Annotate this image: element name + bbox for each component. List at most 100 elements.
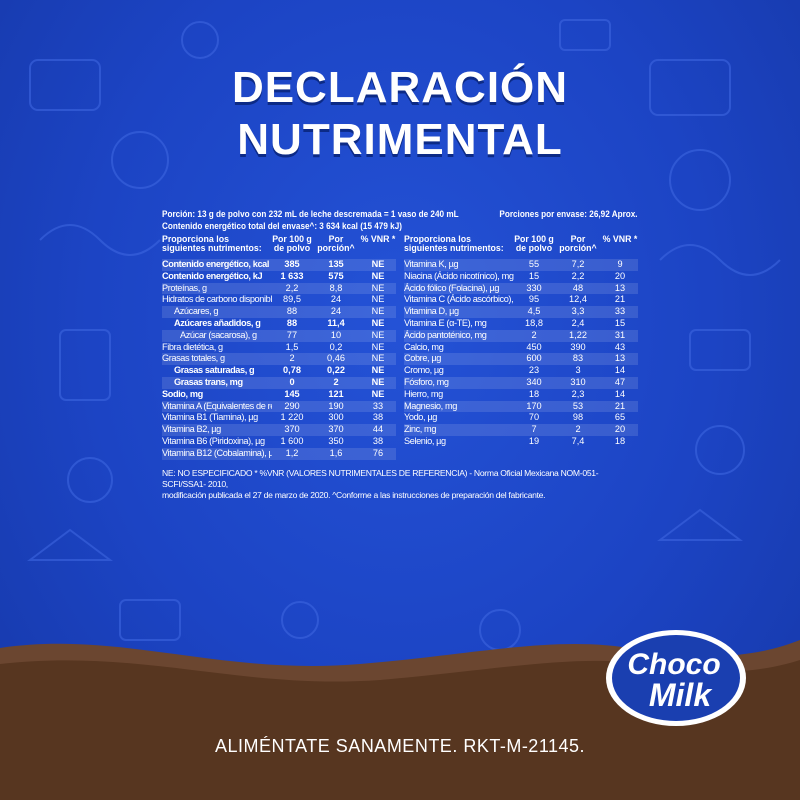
vnr-value: 31	[614, 329, 626, 340]
vnr-value: NE	[371, 353, 385, 364]
table-row: Calcio, mg 450 390 43	[404, 342, 638, 354]
per100-value: 77	[286, 329, 298, 340]
vnr-value: 21	[614, 294, 626, 305]
perportion-value: 0,22	[327, 365, 345, 376]
table-row: Vitamina B12 (Cobalamina), µg 1,2 1,6 76	[162, 447, 396, 460]
vnr-value: NE	[371, 306, 385, 317]
col-header-perportion: Por porción^	[317, 234, 355, 253]
nutrient-name: Ácido fólico (Folacina), µg	[404, 282, 500, 293]
table-row: Contenido energético, kJ 1 633 575 NE	[162, 271, 396, 283]
vnr-value: NE	[371, 282, 385, 293]
nutrient-name: Sodio, mg	[162, 388, 203, 399]
table-row: Zinc, mg 7 2 20	[404, 424, 638, 436]
per100-value: 340	[526, 376, 542, 387]
vnr-value: 20	[614, 424, 626, 435]
footnote-1: NE: NO ESPECIFICADO * %VNR (VALORES NUTR…	[162, 467, 599, 489]
per100-value: 95	[528, 294, 540, 305]
nutrient-name: Vitamina B1 (Tiamina), µg	[162, 412, 258, 423]
nutrient-name: Selenio, µg	[404, 435, 446, 446]
nutrient-name: Vitamina E (α-TE), mg	[404, 317, 487, 328]
table-row: Selenio, µg 19 7,4 18	[404, 436, 638, 448]
vnr-value: NE	[371, 388, 385, 399]
perportion-value: 98	[572, 412, 584, 423]
title-line-2: NUTRIMENTAL	[237, 115, 563, 164]
nutrient-name: Vitamina D, µg	[404, 306, 459, 317]
vnr-value: 13	[614, 353, 626, 364]
vnr-value: 14	[614, 365, 626, 376]
per100-value: 1 220	[280, 412, 304, 423]
table-row: Fibra dietética, g 1,5 0,2 NE	[162, 342, 396, 354]
table-row: Hidratos de carbono disponibles, g 89,5 24…	[162, 294, 396, 306]
vnr-value: 38	[372, 412, 384, 423]
table-row: Cobre, µg 600 83 13	[404, 353, 638, 366]
per100-value: 19	[528, 435, 540, 446]
per100-value: 290	[284, 400, 300, 411]
nutrient-name: Yodo, µg	[404, 412, 437, 423]
perportion-value: 0,2	[329, 341, 343, 352]
nutrient-name: Fibra dietética, g	[162, 341, 223, 352]
chocomilk-logo: Choco Milk	[606, 630, 746, 726]
per100-value: 89,5	[283, 294, 301, 305]
nutrient-name: Azúcar (sacarosa), g	[180, 329, 257, 340]
left-rows: Contenido energético, kcal 385 135 NE Conten…	[162, 259, 396, 460]
per100-value: 18	[528, 388, 540, 399]
tagline: ALIMÉNTATE SANAMENTE. RKT-M-21145.	[214, 736, 586, 756]
perportion-value: 2,2	[571, 270, 585, 281]
table-row: Vitamina B6 (Piridoxina), µg 1 600 350 38	[162, 436, 396, 448]
perportion-value: 121	[328, 388, 344, 399]
right-column-header: Proporciona los siguientes nutrimentos: …	[404, 235, 638, 259]
perportion-value: 2	[333, 376, 339, 387]
per100-value: 23	[528, 365, 540, 376]
table-row: Vitamina D, µg 4,5 3,3 33	[404, 306, 638, 318]
vnr-value: 43	[614, 341, 626, 352]
footnotes: NE: NO ESPECIFICADO * %VNR (VALORES NUTR…	[162, 468, 638, 501]
left-column-header: Proporciona los siguientes nutrimentos: …	[162, 235, 396, 259]
table-row: Vitamina K, µg 55 7,2 9	[404, 259, 638, 271]
nutrition-table: Porción: 13 g de polvo con 232 mL de lec…	[162, 209, 638, 501]
vnr-value: NE	[371, 270, 385, 281]
perportion-value: 2,4	[571, 317, 585, 328]
perportion-value: 1,6	[329, 447, 343, 458]
perportion-value: 11,4	[327, 317, 345, 328]
per100-value: 70	[528, 412, 540, 423]
per100-value: 1 600	[280, 435, 304, 446]
perportion-value: 12,4	[569, 294, 587, 305]
perportion-value: 350	[328, 435, 344, 446]
logo-line-1: Choco	[627, 648, 720, 681]
perportion-value: 2,3	[571, 388, 585, 399]
perportion-value: 10	[330, 329, 342, 340]
perportion-value: 575	[328, 270, 344, 281]
col-header-name: Proporciona los siguientes nutrimentos:	[404, 234, 504, 253]
per100-value: 330	[526, 282, 542, 293]
vnr-value: NE	[371, 341, 385, 352]
per100-value: 18,8	[525, 317, 543, 328]
perportion-value: 7,2	[571, 259, 585, 269]
right-column: Proporciona los siguientes nutrimentos: …	[404, 235, 638, 460]
energy-total: Contenido energético total del envase^: …	[162, 221, 402, 232]
perportion-value: 53	[572, 400, 584, 411]
right-rows: Vitamina K, µg 55 7,2 9 Niacina (Ácido nicot…	[404, 259, 638, 448]
portions-per-package: Porciones por envase: 26,92 Aprox.	[499, 209, 638, 220]
per100-value: 15	[528, 270, 540, 281]
nutrient-name: Zinc, mg	[404, 424, 437, 435]
footnote-2: modificación publicada el 27 de marzo de…	[162, 489, 546, 500]
nutrient-name: Fósforo, mg	[404, 376, 449, 387]
per100-value: 450	[526, 341, 542, 352]
table-row: Niacina (Ácido nicotínico), mg 15 2,2 20	[404, 271, 638, 283]
nutrient-name: Grasas totales, g	[162, 353, 225, 364]
per100-value: 600	[526, 353, 542, 364]
per100-value: 385	[284, 259, 300, 269]
perportion-value: 300	[328, 412, 344, 423]
nutrient-name: Cobre, µg	[404, 353, 441, 364]
per100-value: 1,5	[285, 341, 299, 352]
per100-value: 1,2	[285, 447, 299, 458]
col-header-per100: Por 100 g de polvo	[272, 234, 312, 253]
perportion-value: 2	[575, 424, 581, 435]
table-row: Ácido pantoténico, mg 2 1,22 31	[404, 329, 638, 342]
perportion-value: 1,22	[569, 329, 587, 340]
table-row: Grasas saturadas, g 0,78 0,22 NE	[162, 365, 396, 377]
per100-value: 370	[284, 424, 300, 435]
per100-value: 170	[526, 400, 542, 411]
